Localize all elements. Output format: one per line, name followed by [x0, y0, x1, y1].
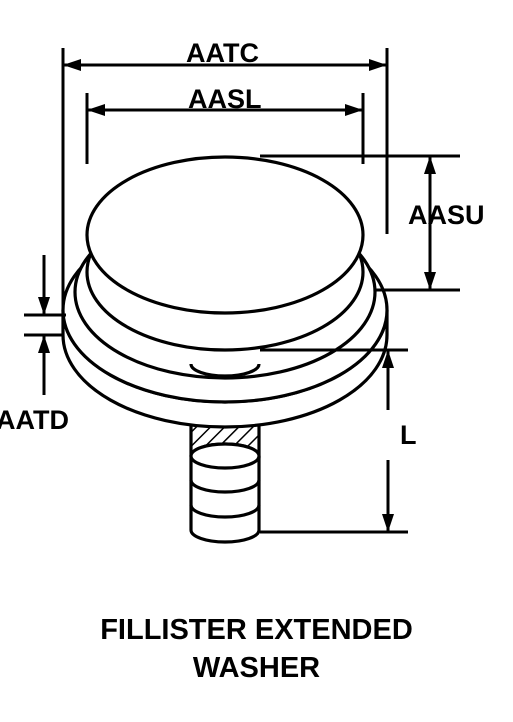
label-aasu: AASU [408, 200, 485, 231]
label-aatc: AATC [186, 38, 259, 69]
label-aasl: AASL [188, 84, 262, 115]
diagram-page: AATC AASL AASU AATD L FILLISTER EXTENDED… [0, 0, 513, 722]
diagram-title-line1: FILLISTER EXTENDED [0, 614, 513, 647]
label-aatd: AATD [0, 405, 69, 436]
diagram-title-line2: WASHER [0, 652, 513, 685]
label-l: L [400, 420, 417, 451]
